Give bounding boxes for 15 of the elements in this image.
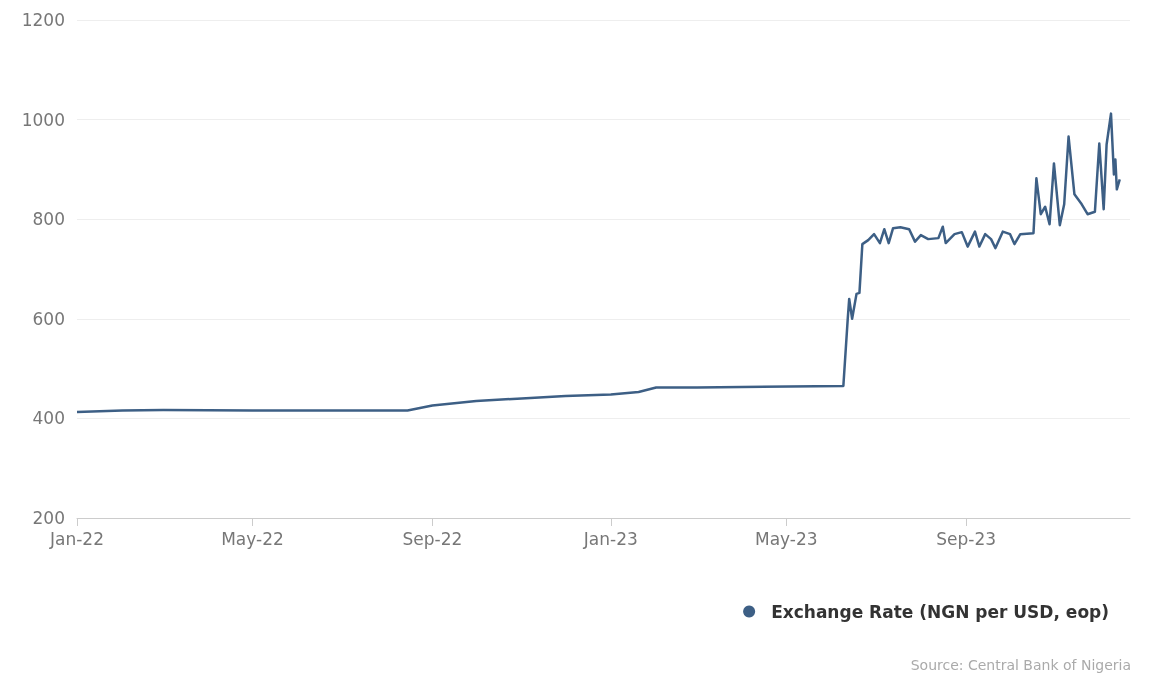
y-tick-label: 200 bbox=[32, 508, 65, 528]
x-tick-label: Jan-22 bbox=[49, 528, 104, 549]
y-tick-label: 1200 bbox=[21, 10, 65, 30]
legend-label: Exchange Rate (NGN per USD, eop) bbox=[771, 601, 1110, 622]
x-tick-label: Jan-23 bbox=[582, 528, 638, 549]
line-series bbox=[75, 112, 1122, 414]
x-tick-label: Sep-22 bbox=[402, 528, 463, 549]
x-tick-label: May-22 bbox=[221, 528, 284, 549]
x-tick-label: May-23 bbox=[755, 528, 818, 549]
y-tick-label: 1000 bbox=[21, 109, 65, 130]
y-tick-label: 600 bbox=[32, 308, 65, 329]
x-tick-label: Sep-23 bbox=[936, 528, 997, 549]
source-note: Source: Central Bank of Nigeria bbox=[910, 657, 1132, 673]
y-tick-label: 400 bbox=[32, 408, 65, 429]
y-tick-label: 800 bbox=[32, 209, 65, 230]
